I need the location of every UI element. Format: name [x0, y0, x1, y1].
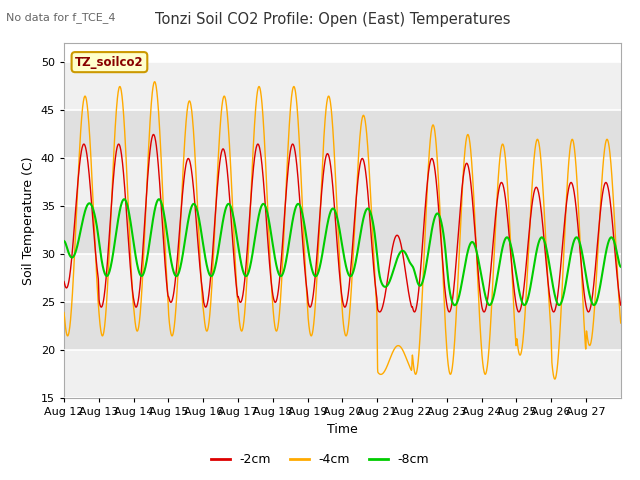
Bar	[64, 62, 621, 110]
-4cm	[151, 79, 159, 84]
-2cm	[236, 299, 244, 305]
-2cm	[376, 309, 384, 314]
Y-axis label: Soil Temperature (C): Soil Temperature (C)	[22, 156, 35, 285]
Bar	[64, 254, 621, 302]
-8cm	[376, 275, 384, 280]
-4cm	[551, 376, 559, 382]
Line: -2cm: -2cm	[64, 134, 621, 312]
Text: No data for f_TCE_4: No data for f_TCE_4	[6, 12, 116, 23]
-2cm	[60, 279, 68, 285]
-8cm	[617, 264, 625, 270]
-4cm	[236, 323, 244, 329]
-8cm	[451, 302, 458, 308]
-4cm	[116, 84, 124, 89]
-4cm	[510, 313, 518, 319]
-2cm	[542, 257, 550, 263]
Line: -4cm: -4cm	[64, 82, 621, 379]
-2cm	[150, 132, 157, 137]
-8cm	[60, 238, 68, 244]
Line: -8cm: -8cm	[64, 199, 621, 305]
-4cm	[542, 234, 550, 240]
Bar	[64, 350, 621, 398]
X-axis label: Time: Time	[327, 423, 358, 436]
Legend: -2cm, -4cm, -8cm: -2cm, -4cm, -8cm	[206, 448, 434, 471]
-4cm	[617, 320, 625, 326]
-8cm	[116, 209, 124, 215]
-2cm	[617, 302, 625, 308]
Text: TZ_soilco2: TZ_soilco2	[75, 56, 144, 69]
-8cm	[120, 196, 128, 202]
-8cm	[609, 237, 617, 242]
Bar	[64, 110, 621, 158]
Text: Tonzi Soil CO2 Profile: Open (East) Temperatures: Tonzi Soil CO2 Profile: Open (East) Temp…	[155, 12, 511, 27]
-2cm	[609, 230, 617, 236]
-2cm	[376, 309, 383, 315]
-8cm	[542, 243, 550, 249]
Bar	[64, 158, 621, 206]
Bar	[64, 302, 621, 350]
-2cm	[116, 143, 124, 148]
-2cm	[511, 289, 518, 295]
-8cm	[511, 261, 518, 266]
-4cm	[609, 196, 617, 202]
-4cm	[60, 310, 68, 315]
-8cm	[236, 254, 244, 260]
-4cm	[376, 372, 384, 377]
Bar	[64, 206, 621, 254]
